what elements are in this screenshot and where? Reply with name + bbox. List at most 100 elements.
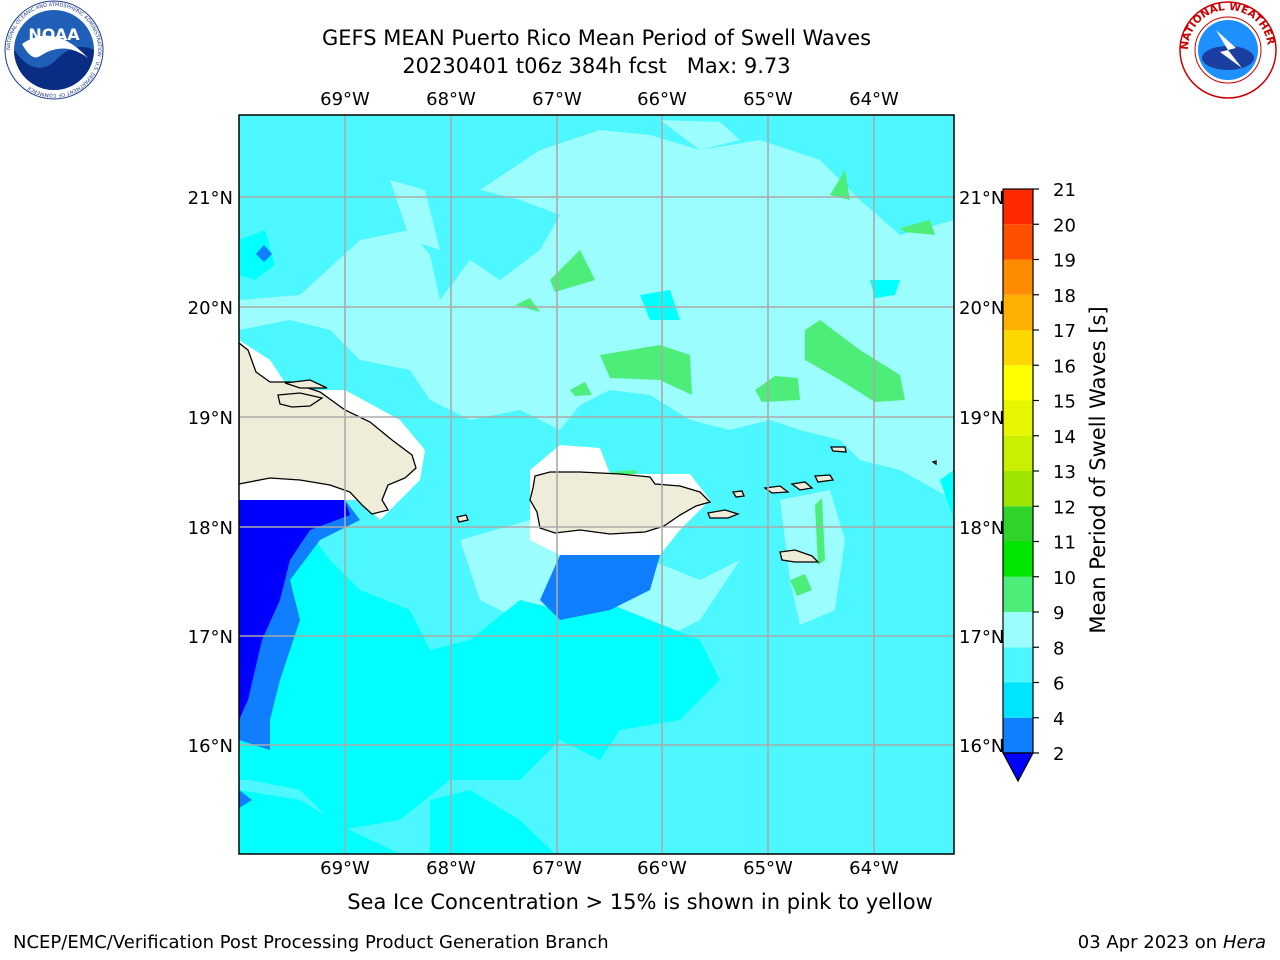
colorbar-tick-label: 10 (1053, 568, 1076, 589)
land-speck (931, 460, 937, 466)
green-region (805, 320, 905, 402)
lat-label-left: 21°N (188, 188, 233, 209)
land-mona (456, 514, 469, 523)
lon-label-bottom: 69°W (320, 858, 370, 879)
cyan-region (239, 790, 400, 854)
colorbar-tick-label: 19 (1053, 251, 1076, 272)
cyan-region (870, 280, 900, 298)
lat-label-right: 19°N (959, 408, 1004, 429)
pale-region (239, 130, 954, 500)
colorbar-segment (1003, 647, 1033, 683)
cyan-region (239, 520, 720, 830)
lat-label-right: 17°N (959, 627, 1004, 648)
footer-date-text: 03 Apr 2023 on (1077, 932, 1223, 953)
colorbar-tick-label: 9 (1053, 603, 1064, 624)
footer-date: 03 Apr 2023 on Hera (1078, 932, 1266, 953)
green-region (550, 250, 595, 292)
cyan-region (940, 470, 954, 520)
deep-blue-region (239, 500, 350, 720)
lat-label-left: 20°N (188, 298, 233, 319)
colorbar-tick-label: 18 (1053, 286, 1076, 307)
lon-label-top: 69°W (320, 89, 370, 110)
land-hispaniola (239, 342, 417, 515)
colorbar: 2 4 6 8 9 10 11 12 13 14 15 16 17 18 19 20 21 (1001, 180, 1076, 783)
lon-label-bottom: 64°W (849, 858, 899, 879)
green-region (755, 376, 800, 402)
colorbar-segment (1003, 717, 1033, 753)
colorbar-segment (1003, 259, 1033, 295)
colorbar-segment (1003, 435, 1033, 471)
colorbar-under-arrow (1001, 752, 1035, 783)
colorbar-tick-label: 2 (1053, 744, 1064, 765)
cyan-region (640, 290, 680, 320)
pale-region (660, 120, 740, 150)
colorbar-tick-label: 8 (1053, 638, 1064, 659)
colorbar-tick-label: 6 (1053, 674, 1064, 695)
lon-label-bottom: 67°W (532, 858, 582, 879)
colorbar-segment (1003, 471, 1033, 507)
colorbar-segment (1003, 330, 1033, 366)
blue-region (540, 555, 660, 620)
colorbar-tick-label: 4 (1053, 709, 1064, 730)
sea-ice-caption: Sea Ice Concentration > 15% is shown in … (347, 890, 933, 914)
green-region (515, 298, 540, 312)
colorbar-segment (1003, 365, 1033, 401)
colorbar-segment (1003, 612, 1033, 648)
noaa-logo: NOAA NATIONAL OCEANIC AND ATMOSPHERIC AD… (2, 0, 106, 100)
green-region (815, 498, 825, 565)
footer-host: Hera (1222, 932, 1266, 953)
lon-labels-bottom: 69°W 68°W 67°W 66°W 65°W 64°W (320, 858, 899, 879)
colorbar-tick-label: 17 (1053, 321, 1076, 342)
green-region (570, 382, 592, 396)
land-tortola (813, 474, 835, 483)
land-st-croix (779, 549, 820, 563)
land-tortuga (284, 379, 328, 389)
lat-labels-left: 21°N 20°N 19°N 18°N 17°N 16°N (188, 188, 233, 757)
colorbar-segment (1003, 541, 1033, 577)
lon-label-top: 67°W (532, 89, 582, 110)
map-frame (238, 114, 955, 855)
lat-label-left: 18°N (188, 518, 233, 539)
lon-label-top: 64°W (849, 89, 899, 110)
lat-label-left: 17°N (188, 627, 233, 648)
land-st-thomas (763, 485, 790, 494)
land-culebra (731, 490, 745, 498)
lat-labels-right: 21°N 20°N 19°N 18°N 17°N 16°N (959, 188, 1004, 757)
land-st-john (790, 481, 814, 491)
lon-label-bottom: 68°W (426, 858, 476, 879)
colorbar-segment (1003, 506, 1033, 542)
colorbar-tick-label: 21 (1053, 180, 1076, 201)
colorbar-tick-label: 14 (1053, 427, 1076, 448)
map-field (239, 115, 954, 854)
blue-region (239, 790, 252, 808)
land-vieques (707, 509, 740, 519)
nws-logo: NATIONAL WEATHER SERVICE (1172, 0, 1280, 100)
colorbar-tick-label: 16 (1053, 356, 1076, 377)
lat-label-left: 19°N (188, 408, 233, 429)
lat-label-left: 16°N (188, 736, 233, 757)
land-puerto-rico (529, 471, 712, 535)
lat-label-right: 21°N (959, 188, 1004, 209)
colorbar-segment (1003, 189, 1033, 225)
cyan-region (430, 790, 555, 854)
lat-label-right: 18°N (959, 518, 1004, 539)
lon-label-top: 68°W (426, 89, 476, 110)
lon-label-bottom: 65°W (743, 858, 793, 879)
colorbar-tick-label: 11 (1053, 533, 1076, 554)
chart-subtitle: 20230401 t06z 384h fcst Max: 9.73 (402, 54, 791, 78)
blue-speck (256, 245, 272, 262)
lat-label-right: 16°N (959, 736, 1004, 757)
colorbar-tick-label: 20 (1053, 215, 1076, 236)
lon-label-top: 66°W (637, 89, 687, 110)
colorbar-segment (1003, 576, 1033, 612)
colorbar-tick-label: 15 (1053, 392, 1076, 413)
green-region (830, 170, 850, 200)
colorbar-segment (1003, 682, 1033, 718)
colorbar-tick-label: 12 (1053, 497, 1076, 518)
lat-label-right: 20°N (959, 298, 1004, 319)
footer-credit: NCEP/EMC/Verification Post Processing Pr… (13, 932, 609, 953)
chart-title: GEFS MEAN Puerto Rico Mean Period of Swe… (321, 26, 872, 50)
colorbar-tick-label: 13 (1053, 462, 1076, 483)
colorbar-segment (1003, 294, 1033, 330)
